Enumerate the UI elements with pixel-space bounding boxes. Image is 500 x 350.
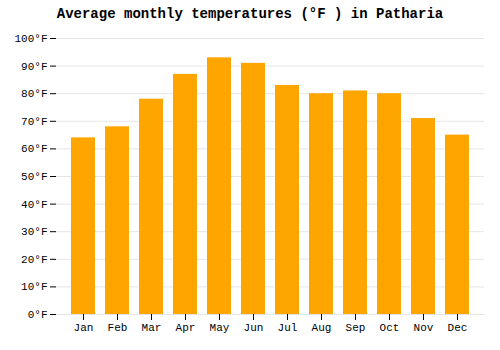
svg-text:0°F: 0°F — [28, 309, 48, 321]
svg-text:30°F: 30°F — [21, 226, 47, 238]
svg-text:10°F: 10°F — [21, 281, 47, 293]
svg-text:40°F: 40°F — [21, 199, 47, 211]
svg-text:Dec: Dec — [448, 322, 468, 334]
svg-text:Apr: Apr — [176, 322, 196, 334]
svg-text:Jan: Jan — [74, 322, 94, 334]
svg-text:70°F: 70°F — [21, 116, 47, 128]
svg-text:90°F: 90°F — [21, 61, 47, 73]
svg-text:Jul: Jul — [278, 322, 298, 334]
svg-text:20°F: 20°F — [21, 254, 47, 266]
svg-text:Sep: Sep — [346, 322, 366, 334]
svg-text:Jun: Jun — [244, 322, 264, 334]
svg-text:May: May — [210, 322, 230, 334]
svg-text:60°F: 60°F — [21, 143, 47, 155]
html-text:Average monthly temperatures (: Average monthly temperatures (°F ) in Pa… — [56, 6, 444, 22]
svg-text:Feb: Feb — [108, 322, 128, 334]
svg-text:50°F: 50°F — [21, 171, 47, 183]
svg-text:Aug: Aug — [312, 322, 332, 334]
svg-text:100°F: 100°F — [14, 33, 47, 45]
svg-text:Oct: Oct — [380, 322, 400, 334]
svg-text:Mar: Mar — [142, 322, 162, 334]
svg-text:Nov: Nov — [414, 322, 434, 334]
svg-text:80°F: 80°F — [21, 88, 47, 100]
